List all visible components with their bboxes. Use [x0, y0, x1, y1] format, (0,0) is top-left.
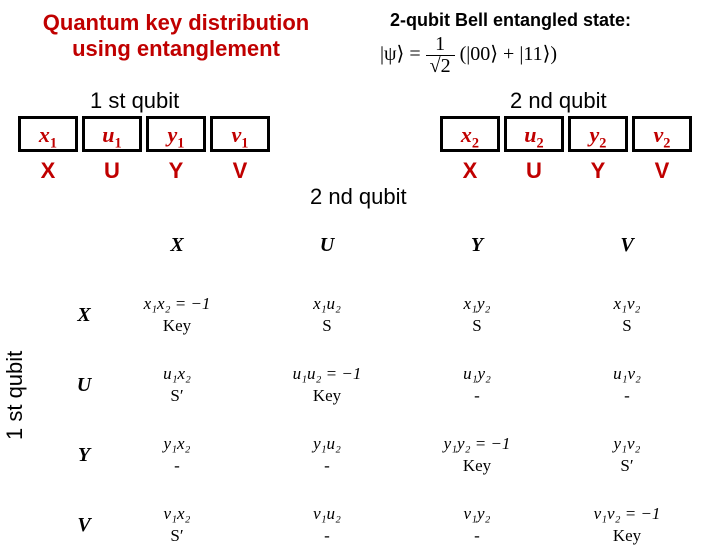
qubit2-big-labels: XUYV	[440, 158, 696, 184]
operator-label: U	[82, 158, 142, 184]
bell-numerator: 1	[426, 34, 455, 55]
variable-box: y1	[146, 116, 206, 152]
matrix-cell-tag: -	[103, 456, 251, 476]
matrix-cell: v₁x₂S′	[102, 490, 252, 560]
matrix-cell: v₁v₂ = −1Key	[552, 490, 702, 560]
matrix-cell-tag: -	[253, 526, 401, 546]
variable-box: x1	[18, 116, 78, 152]
variable-box: v1	[210, 116, 270, 152]
qubit1-big-labels: XUYV	[18, 158, 274, 184]
second-qubit-label-top: 2 nd qubit	[510, 88, 607, 114]
matrix-cell: x₁u₂S	[252, 280, 402, 350]
matrix-cell-tag: -	[403, 386, 551, 406]
bell-state-equation: |ψ⟩ = 1 √2 (|00⟩ + |11⟩)	[380, 34, 557, 77]
variable-box: u1	[82, 116, 142, 152]
matrix-cell-tag: -	[253, 456, 401, 476]
second-qubit-label-mid: 2 nd qubit	[310, 184, 407, 210]
matrix-cell: y₁u₂-	[252, 420, 402, 490]
matrix-corner	[66, 210, 102, 280]
operator-label: V	[210, 158, 270, 184]
variable-box: v2	[632, 116, 692, 152]
matrix-cell-expr: v₁u₂	[253, 504, 401, 524]
matrix-cell: y₁y₂ = −1Key	[402, 420, 552, 490]
first-qubit-yaxis-label: 1 st qubit	[2, 351, 28, 440]
matrix-cell-tag: Key	[253, 386, 401, 406]
operator-label: X	[440, 158, 500, 184]
matrix-cell-expr: y₁v₂	[553, 434, 701, 454]
matrix-cell-expr: v₁x₂	[103, 504, 251, 524]
matrix-cell: v₁y₂-	[402, 490, 552, 560]
matrix-cell-tag: Key	[553, 526, 701, 546]
matrix-cell-tag: Key	[403, 456, 551, 476]
bell-terms: (|00⟩ + |11⟩)	[460, 43, 557, 65]
matrix-cell: v₁u₂-	[252, 490, 402, 560]
qubit1-boxes: x1u1y1v1	[18, 116, 274, 152]
matrix-cell-expr: x₁v₂	[553, 294, 701, 314]
matrix-cell-expr: x₁x₂ = −1	[103, 294, 251, 314]
matrix-cell: y₁x₂-	[102, 420, 252, 490]
matrix-cell-expr: u₁v₂	[553, 364, 701, 384]
qubit2-boxes: x2u2y2v2	[440, 116, 696, 152]
bell-psi: |ψ⟩ =	[380, 43, 421, 65]
outcome-matrix: XUYV Xx₁x₂ = −1Keyx₁u₂Sx₁y₂Sx₁v₂SUu₁x₂S′…	[66, 210, 702, 560]
matrix-cell-expr: u₁x₂	[103, 364, 251, 384]
matrix-cell: u₁x₂S′	[102, 350, 252, 420]
matrix-row-header: U	[66, 350, 102, 420]
slide-title-right: 2-qubit Bell entangled state:	[390, 10, 710, 31]
matrix-cell: x₁y₂S	[402, 280, 552, 350]
matrix-row-header: V	[66, 490, 102, 560]
matrix-cell: u₁u₂ = −1Key	[252, 350, 402, 420]
matrix-cell-tag: S	[553, 316, 701, 336]
matrix-cell: x₁x₂ = −1Key	[102, 280, 252, 350]
matrix-cell-tag: S	[253, 316, 401, 336]
matrix-cell-tag: S′	[103, 386, 251, 406]
slide-title-left: Quantum key distribution using entanglem…	[26, 10, 326, 63]
bell-fraction: 1 √2	[426, 34, 455, 77]
variable-box: u2	[504, 116, 564, 152]
matrix-cell-expr: y₁x₂	[103, 434, 251, 454]
matrix-cell: y₁v₂S′	[552, 420, 702, 490]
matrix-cell-tag: S′	[103, 526, 251, 546]
matrix-cell-tag: Key	[103, 316, 251, 336]
matrix-col-header: Y	[402, 210, 552, 280]
matrix-cell-expr: y₁y₂ = −1	[403, 434, 551, 454]
matrix-col-header: U	[252, 210, 402, 280]
matrix-cell-tag: S′	[553, 456, 701, 476]
bell-denominator: √2	[426, 55, 455, 77]
matrix-cell-expr: y₁u₂	[253, 434, 401, 454]
variable-box: y2	[568, 116, 628, 152]
operator-label: V	[632, 158, 692, 184]
matrix-col-header: X	[102, 210, 252, 280]
matrix-cell-expr: v₁y₂	[403, 504, 551, 524]
matrix-cell-expr: u₁u₂ = −1	[253, 364, 401, 384]
matrix-cell-tag: -	[403, 526, 551, 546]
matrix-cell-expr: u₁y₂	[403, 364, 551, 384]
matrix-row-header: Y	[66, 420, 102, 490]
operator-label: X	[18, 158, 78, 184]
matrix-cell: u₁v₂-	[552, 350, 702, 420]
matrix-cell-tag: -	[553, 386, 701, 406]
matrix-cell-expr: x₁y₂	[403, 294, 551, 314]
matrix-cell: x₁v₂S	[552, 280, 702, 350]
matrix-cell-expr: x₁u₂	[253, 294, 401, 314]
matrix-cell: u₁y₂-	[402, 350, 552, 420]
operator-label: Y	[146, 158, 206, 184]
operator-label: U	[504, 158, 564, 184]
matrix-cell-tag: S	[403, 316, 551, 336]
matrix-cell-expr: v₁v₂ = −1	[553, 504, 701, 524]
matrix-row-header: X	[66, 280, 102, 350]
operator-label: Y	[568, 158, 628, 184]
matrix-col-header: V	[552, 210, 702, 280]
variable-box: x2	[440, 116, 500, 152]
first-qubit-label: 1 st qubit	[90, 88, 179, 114]
